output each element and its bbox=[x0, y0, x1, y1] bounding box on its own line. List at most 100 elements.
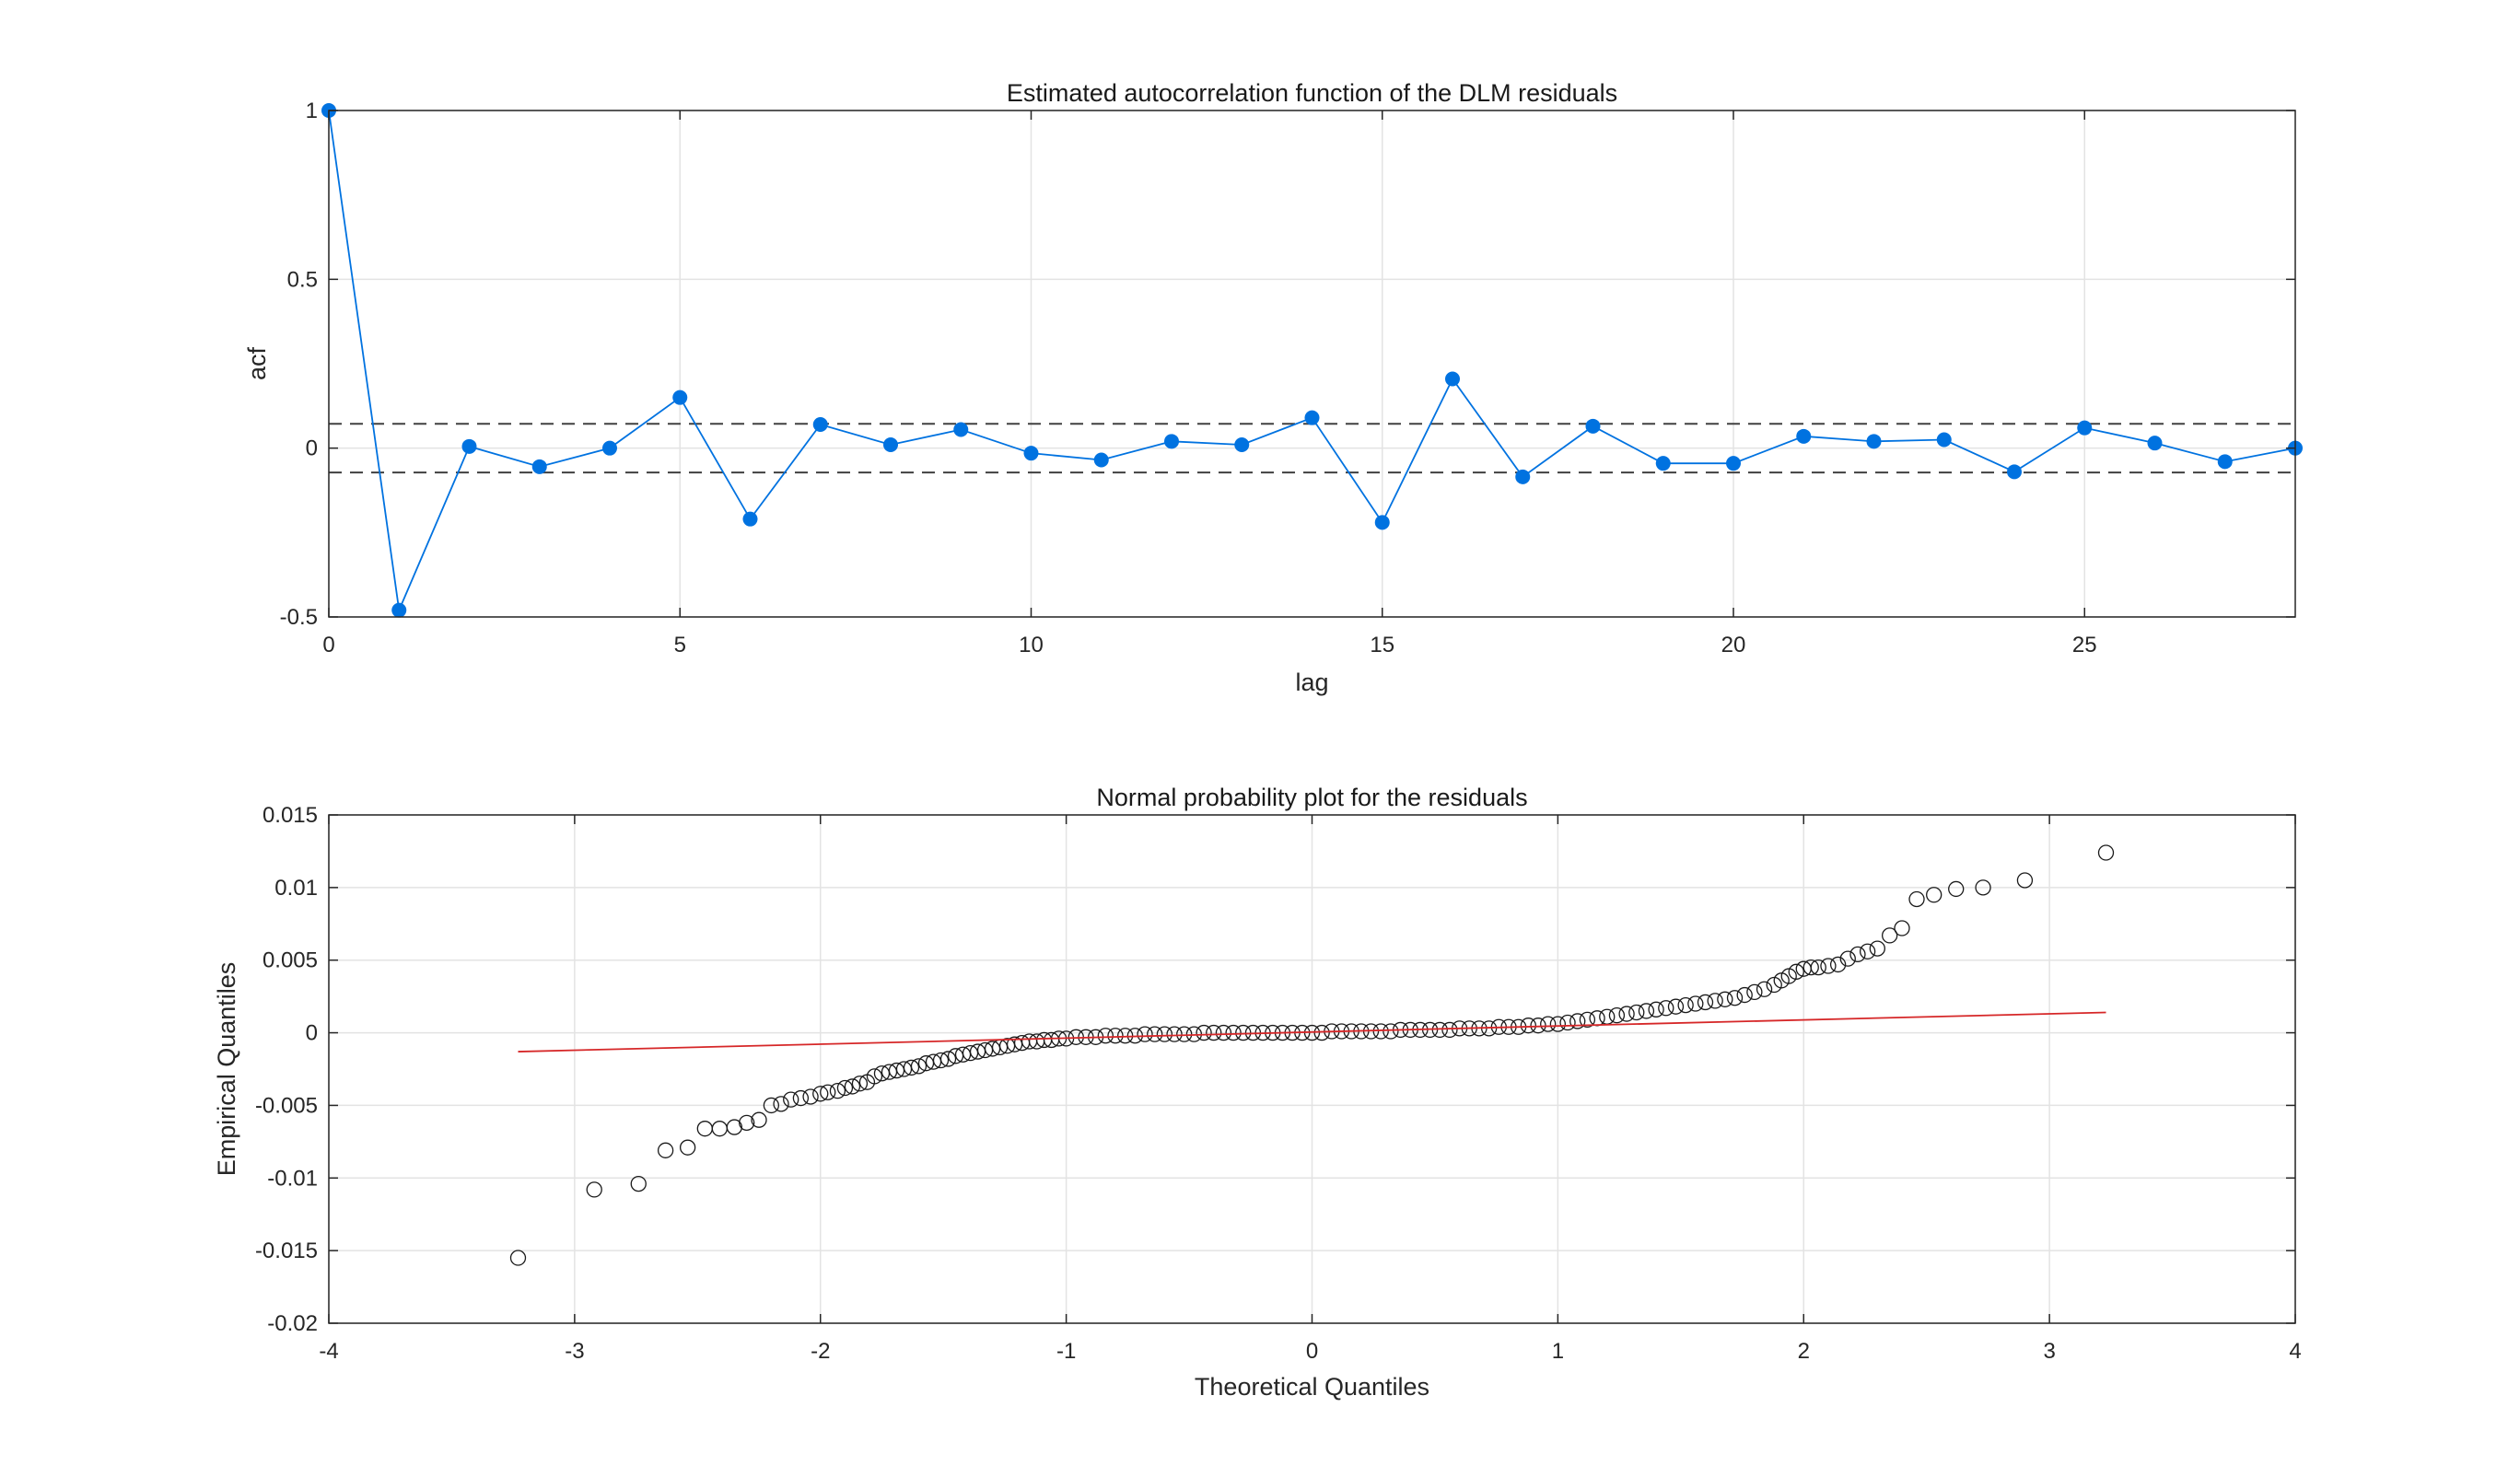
acf-point bbox=[461, 438, 477, 454]
acf-ytick-label: 1 bbox=[306, 99, 318, 123]
qq-point bbox=[657, 1142, 674, 1158]
qq-xtick-label: -2 bbox=[811, 1339, 830, 1364]
acf-point bbox=[1655, 456, 1671, 471]
qq-point bbox=[820, 1084, 836, 1100]
acf-point bbox=[2007, 464, 2022, 480]
acf-point bbox=[531, 459, 547, 474]
acf-ytick-label: 0.5 bbox=[287, 267, 318, 292]
acf-plot-area bbox=[329, 110, 2295, 617]
qq-ytick-label: 0 bbox=[306, 1021, 318, 1046]
qq-point bbox=[1658, 1000, 1674, 1017]
qq-point bbox=[1687, 995, 1704, 1012]
qq-reference-line bbox=[518, 1011, 2106, 1053]
qq-point bbox=[1820, 958, 1837, 974]
qq-point bbox=[679, 1139, 696, 1156]
qq-point bbox=[1628, 1004, 1645, 1021]
qq-point bbox=[812, 1086, 829, 1102]
acf-point bbox=[1726, 456, 1741, 471]
acf-ticks: 0 5 10 15 20 25-0.500.51 bbox=[280, 99, 2295, 657]
qq-point bbox=[1147, 1026, 1163, 1042]
qq-xtick-label: -1 bbox=[1056, 1339, 1076, 1364]
qq-point bbox=[1382, 1023, 1399, 1040]
qq-point bbox=[1677, 996, 1694, 1014]
qq-point bbox=[903, 1059, 920, 1076]
qq-xtick-label: 2 bbox=[1798, 1339, 1810, 1364]
acf-point bbox=[2217, 454, 2233, 470]
qq-point bbox=[1849, 946, 1866, 963]
qq-ticks: -4 -3 -2 -1 0 1 2 3 4 -0.02 -0.015 -0.01 -0.005 0 0.00… bbox=[255, 803, 2302, 1364]
acf-point bbox=[672, 390, 688, 405]
qq-point bbox=[1839, 950, 1856, 967]
qq-point bbox=[1975, 879, 1991, 896]
acf-point bbox=[953, 422, 969, 437]
acf-point bbox=[1304, 410, 1320, 425]
qq-point bbox=[1559, 1014, 1576, 1031]
qq-xtick-label: 4 bbox=[2289, 1339, 2301, 1364]
acf-point bbox=[1374, 515, 1390, 530]
qq-point bbox=[1829, 956, 1847, 973]
qq-point bbox=[1648, 1001, 1664, 1018]
qq-point bbox=[1717, 991, 1733, 1007]
qq-point bbox=[844, 1078, 861, 1095]
qq-point bbox=[751, 1111, 767, 1128]
acf-point bbox=[1234, 437, 1250, 452]
acf-xtick-label: 5 bbox=[674, 633, 686, 657]
qq-point bbox=[1520, 1018, 1536, 1034]
acf-subplot: 0 5 10 15 20 25-0.500.51 Estimated autocorrel… bbox=[243, 79, 2303, 696]
qq-point bbox=[866, 1068, 883, 1085]
acf-xtick-label: 10 bbox=[1019, 633, 1044, 657]
qq-point bbox=[792, 1089, 810, 1107]
acf-point bbox=[812, 417, 828, 432]
acf-point bbox=[1936, 432, 1952, 448]
qq-point bbox=[1756, 981, 1773, 997]
qq-point bbox=[1746, 983, 1763, 1001]
qq-point bbox=[726, 1119, 742, 1135]
qq-ytick-label: -0.015 bbox=[255, 1239, 318, 1263]
qq-point bbox=[1726, 990, 1744, 1006]
acf-ytick-label: -0.5 bbox=[280, 605, 318, 630]
acf-point bbox=[602, 440, 617, 456]
qq-point bbox=[939, 1051, 957, 1067]
qq-point bbox=[509, 1250, 527, 1266]
qq-point bbox=[1618, 1006, 1635, 1022]
qq-point bbox=[1882, 927, 1898, 944]
acf-axes-box bbox=[328, 110, 2296, 618]
qq-xtick-label: -3 bbox=[565, 1339, 584, 1364]
acf-title: Estimated autocorrelation function of th… bbox=[1007, 79, 1617, 107]
qq-point bbox=[1549, 1016, 1567, 1032]
qq-ytick-label: -0.005 bbox=[255, 1093, 318, 1118]
acf-point bbox=[2077, 420, 2093, 436]
qq-ytick-label: 0.015 bbox=[262, 803, 318, 828]
qq-point bbox=[1859, 943, 1876, 959]
acf-point bbox=[1796, 428, 1812, 444]
acf-point bbox=[883, 437, 898, 452]
qq-point bbox=[1441, 1021, 1458, 1039]
qq-ylabel: Empirical Quantiles bbox=[213, 962, 240, 1177]
qq-point bbox=[739, 1114, 755, 1132]
qq-fit-line bbox=[518, 1011, 2106, 1053]
qq-ytick-label: 0.005 bbox=[262, 948, 318, 973]
acf-point bbox=[391, 602, 407, 618]
qq-point bbox=[2097, 844, 2115, 861]
qq-xtick-label: 0 bbox=[1306, 1339, 1318, 1364]
qq-point bbox=[763, 1097, 780, 1114]
qq-subplot: -4 -3 -2 -1 0 1 2 3 4 -0.02 -0.015 -0.01 -0.005 0 0.00… bbox=[213, 784, 2302, 1401]
qq-point bbox=[1894, 920, 1910, 936]
qq-xtick-label: 3 bbox=[2043, 1339, 2055, 1364]
qq-point bbox=[1608, 1006, 1626, 1024]
acf-series bbox=[321, 103, 2303, 618]
qq-title: Normal probability plot for the residual… bbox=[1096, 784, 1527, 811]
qq-point bbox=[932, 1052, 950, 1069]
qq-point bbox=[773, 1096, 789, 1112]
qq-point bbox=[1569, 1013, 1586, 1029]
qq-point bbox=[630, 1175, 647, 1192]
qq-point bbox=[829, 1083, 846, 1099]
acf-point bbox=[1093, 452, 1109, 468]
qq-xtick-label: 1 bbox=[1552, 1339, 1564, 1364]
acf-point bbox=[1866, 434, 1882, 449]
qq-point bbox=[802, 1088, 819, 1105]
qq-point bbox=[1908, 890, 1925, 908]
qq-point bbox=[1107, 1028, 1124, 1044]
qq-ytick-label: -0.01 bbox=[267, 1166, 318, 1191]
